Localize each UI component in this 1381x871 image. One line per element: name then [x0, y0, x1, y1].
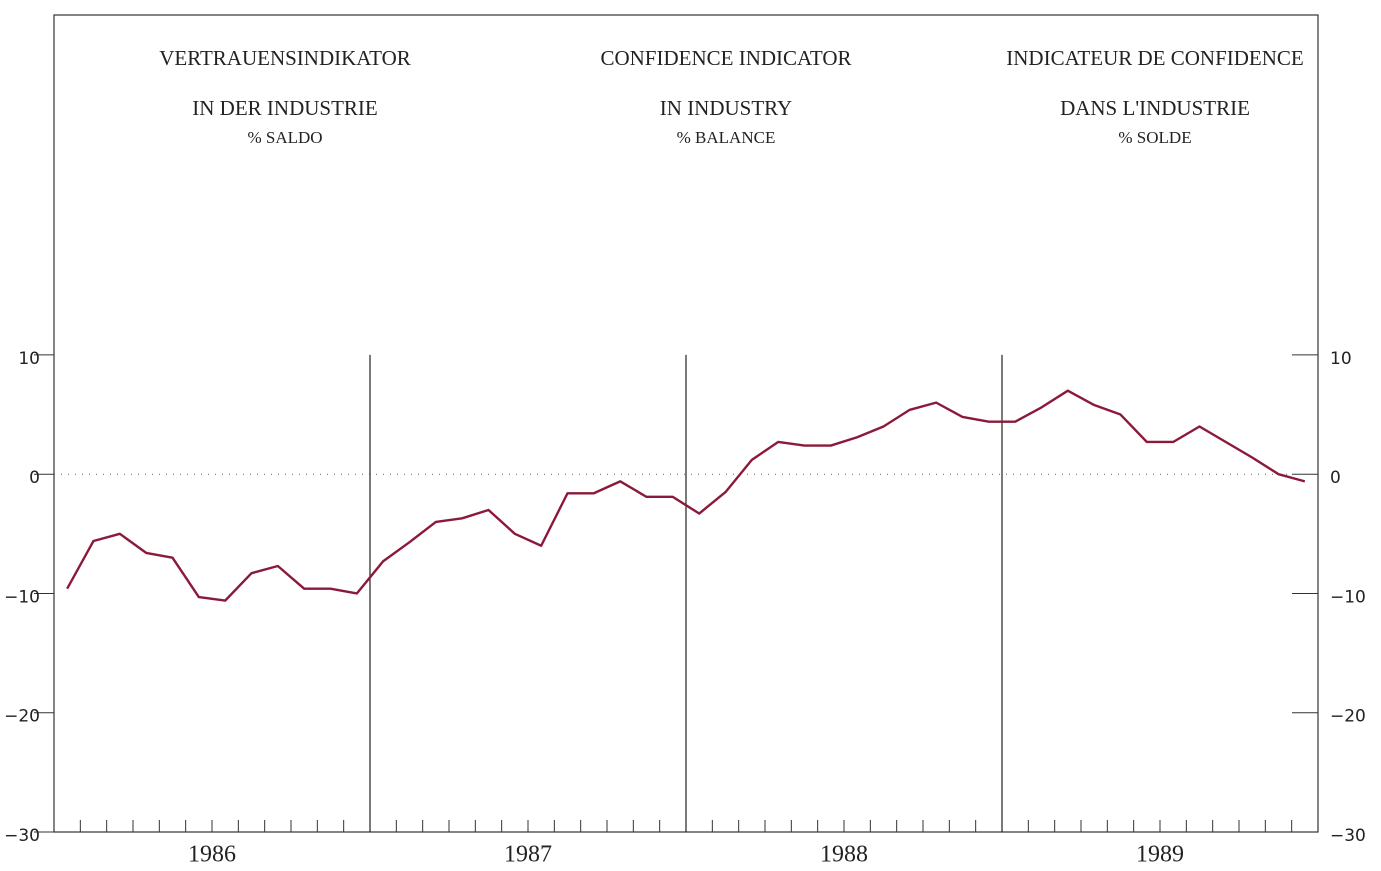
x-year-label: 1988: [820, 842, 868, 868]
y2-tick-label: −10: [1330, 587, 1366, 607]
y2-tick-label: 10: [1330, 349, 1352, 369]
y-tick-label: −20: [4, 707, 40, 727]
title-line: IN DER INDUSTRIE: [192, 96, 377, 120]
title-line: IN INDUSTRY: [660, 96, 792, 120]
title-line: DANS L'INDUSTRIE: [1060, 96, 1250, 120]
unit-label: % SOLDE: [1118, 128, 1191, 147]
y-tick-label: −30: [4, 826, 40, 846]
x-year-label: 1987: [504, 842, 552, 868]
x-year-label: 1989: [1136, 842, 1184, 868]
x-year-label: 1986: [188, 842, 236, 868]
title-line: VERTRAUENSINDIKATOR: [159, 46, 411, 70]
y-tick-label: 0: [29, 468, 40, 488]
title-line: CONFIDENCE INDICATOR: [600, 46, 851, 70]
y2-tick-label: −20: [1330, 707, 1366, 727]
title-line: INDICATEUR DE CONFIDENCE: [1006, 46, 1304, 70]
y-tick-label: 10: [18, 349, 40, 369]
data-line: [66, 389, 1306, 602]
unit-label: % BALANCE: [677, 128, 776, 147]
y2-tick-label: −30: [1330, 826, 1366, 846]
y-tick-label: −10: [4, 587, 40, 607]
unit-label: % SALDO: [247, 128, 322, 147]
y2-tick-label: 0: [1330, 468, 1341, 488]
